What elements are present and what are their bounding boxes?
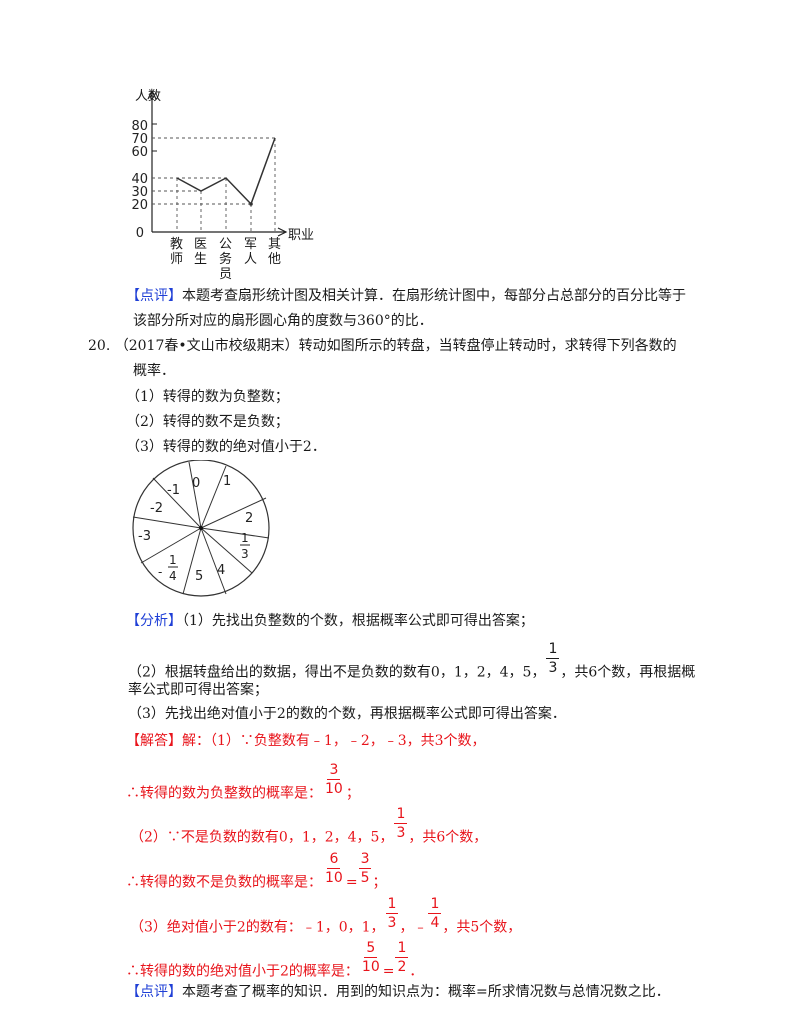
solution-text-6: ∴转得的数的绝对值小于2的概率是： xyxy=(126,963,359,980)
question-text: 转动如图所示的转盘，当转盘停止转动时，求转得下列各数的 xyxy=(298,338,677,354)
solution-text-3a: （2）∵不是负数的数有0，1，2，4，5， xyxy=(130,829,394,846)
category-label-soldier: 军人 xyxy=(244,237,258,267)
solution-text-4: ∴转得的数不是负数的概率是： xyxy=(126,874,322,891)
review-paragraph-1: 【点评】本题考查扇形统计图及相关计算．在扇形统计图中，每部分占总部分的百分比等于 xyxy=(126,286,686,306)
question-20-heading: 20. （2017春•文山市校级期末）转动如图所示的转盘，当转盘停止转动时，求转… xyxy=(88,336,677,356)
sector-neg3: -3 xyxy=(138,529,151,544)
svg-text:1: 1 xyxy=(169,553,177,567)
svg-text:70: 70 xyxy=(131,132,148,147)
fraction-5-10: 5 10 xyxy=(361,940,380,975)
svg-text:-: - xyxy=(158,565,162,579)
solution-text-5b: ，共5个数， xyxy=(442,919,522,936)
punct: ； xyxy=(345,785,360,802)
fraction-3-10: 3 10 xyxy=(325,762,343,797)
question-source: （2017春•文山市校级期末） xyxy=(114,338,299,354)
solution-text-1: 解：（1）∵负整数有﹣1，﹣2，﹣3，共3个数， xyxy=(182,733,486,749)
solution-line-6: ∴转得的数的绝对值小于2的概率是： 5 10 = 1 2 ． xyxy=(126,940,424,989)
solution-line-4: ∴转得的数不是负数的概率是： 6 10 = 3 5； xyxy=(126,851,387,900)
equals-sign: = xyxy=(382,963,395,980)
x-axis-label: 职业 xyxy=(288,228,315,243)
category-label-teacher: 教师 xyxy=(170,237,184,267)
svg-text:30: 30 xyxy=(131,185,148,200)
sector-5: 5 xyxy=(195,569,203,584)
svg-text:20: 20 xyxy=(131,198,148,213)
review-tag: 【点评】 xyxy=(126,288,182,304)
analysis-tag: 【分析】 xyxy=(126,613,182,629)
solution-text-5a: （3）绝对值小于2的数有：﹣1，0，1， xyxy=(130,919,385,936)
solution-line-5: （3）绝对值小于2的数有：﹣1，0，1， 1 3 ，﹣ 1 4 ，共5个数， xyxy=(130,896,522,945)
question-part-3: （3）转得的数的绝对值小于2． xyxy=(126,439,326,455)
category-label-doctor: 医生 xyxy=(194,237,208,267)
analysis-line-1: 【分析】（1）先找出负整数的个数，根据概率公式即可得出答案； xyxy=(126,611,534,631)
analysis-text-2a: （2）根据转盘给出的数据，得出不是负数的数有0，1，2，4，5， xyxy=(128,664,546,681)
line-chart-svg: 80 70 60 40 30 20 0 xyxy=(131,89,288,241)
solution-text-3b: ，共6个数， xyxy=(408,829,488,846)
analysis-line-2: （2）根据转盘给出的数据，得出不是负数的数有0，1，2，4，5， 1 3 ，共6个数，… xyxy=(128,641,696,690)
question-part-2: （2）转得的数不是负数； xyxy=(126,414,289,430)
solution-line-1: 【解答】解：（1）∵负整数有﹣1，﹣2，﹣3，共3个数， xyxy=(126,731,486,751)
question-part-1: （1）转得的数为负整数； xyxy=(126,389,289,405)
sector-0: 0 xyxy=(192,476,200,491)
review-paragraph-1-cont: 该部分所对应的扇形圆心角的度数与360°的比． xyxy=(133,313,433,329)
svg-text:3: 3 xyxy=(241,547,249,561)
svg-text:1: 1 xyxy=(241,531,249,545)
line-chart: 80 70 60 40 30 20 0 人数 职业 教师 医生 公务员 军人 其… xyxy=(120,85,340,282)
punct: ； xyxy=(372,874,387,891)
analysis-line-3: 率公式即可得出答案； xyxy=(128,682,268,698)
solution-line-3: （2）∵不是负数的数有0，1，2，4，5， 1 3 ，共6个数， xyxy=(130,806,488,855)
fraction-6-10: 6 10 xyxy=(325,851,343,886)
analysis-text-2b: ，共6个数，再根据概 xyxy=(560,664,696,681)
question-20-text-cont: 概率． xyxy=(133,363,175,379)
sector-neg1: -1 xyxy=(167,483,180,498)
question-number: 20. xyxy=(88,338,111,354)
svg-text:60: 60 xyxy=(131,145,148,160)
spinner-diagram: 0 1 2 1 3 4 5 - 1 4 -3 -2 -1 xyxy=(128,459,278,600)
solution-text-2: ∴转得的数为负整数的概率是： xyxy=(126,785,322,802)
review-text: 本题考查扇形统计图及相关计算．在扇形统计图中，每部分占总部分的百分比等于 xyxy=(182,288,686,304)
review-paragraph-2: 【点评】本题考查了概率的知识．用到的知识点为：概率=所求情况数与总情况数之比． xyxy=(126,982,670,1002)
category-label-civil-servant: 公务员 xyxy=(219,237,233,282)
svg-text:4: 4 xyxy=(169,569,177,583)
solution-tag: 【解答】 xyxy=(126,733,182,749)
solution-line-2: ∴转得的数为负整数的概率是： 3 10； xyxy=(126,762,360,811)
spinner-svg: 0 1 2 1 3 4 5 - 1 4 -3 -2 -1 xyxy=(132,459,270,597)
sector-neg2: -2 xyxy=(150,501,163,516)
review-tag: 【点评】 xyxy=(126,984,182,1000)
sector-1: 1 xyxy=(223,474,231,489)
punct: ． xyxy=(409,963,424,980)
equals-sign: = xyxy=(345,874,358,891)
solution-text-5-mid: ，﹣ xyxy=(399,919,428,936)
category-label-other: 其他 xyxy=(268,237,282,267)
svg-text:0: 0 xyxy=(136,226,144,241)
analysis-line-4: （3）先找出绝对值小于2的数的个数，再根据概率公式即可得出答案． xyxy=(128,706,566,722)
svg-text:40: 40 xyxy=(131,172,148,187)
sector-4: 4 xyxy=(217,563,225,578)
review-text: 本题考查了概率的知识．用到的知识点为：概率=所求情况数与总情况数之比． xyxy=(182,984,670,1000)
y-axis-label: 人数 xyxy=(135,89,162,104)
svg-text:80: 80 xyxy=(131,119,148,134)
analysis-text-1: （1）先找出负整数的个数，根据概率公式即可得出答案； xyxy=(182,613,534,629)
sector-2: 2 xyxy=(245,511,253,526)
